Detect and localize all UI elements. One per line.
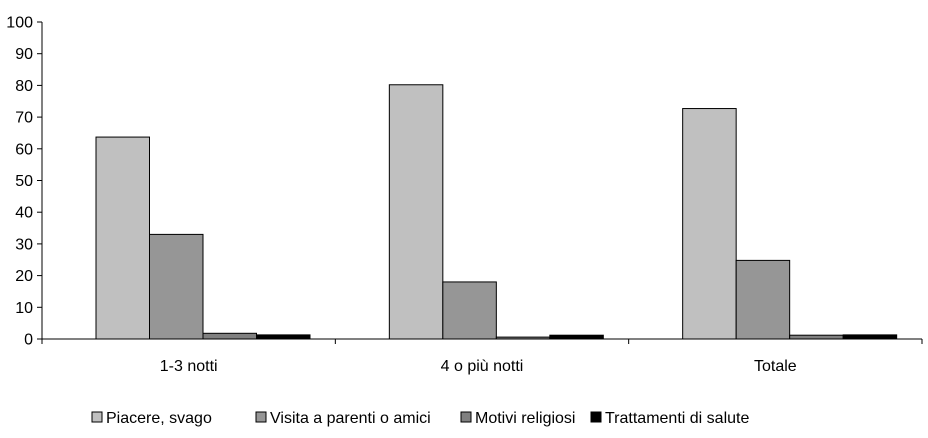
bar-piacere-svago xyxy=(682,108,737,340)
plot-area xyxy=(95,84,898,340)
bar-visita-a-parenti-o-amici xyxy=(735,259,791,340)
bar-piacere-svago xyxy=(95,136,150,340)
legend-label: Visita a parenti o amici xyxy=(270,410,431,427)
legend-swatch xyxy=(460,411,472,423)
y-tick-label: 50 xyxy=(15,173,33,190)
legend-label: Motivi religiosi xyxy=(475,410,575,427)
bar-trattamenti-di-salute xyxy=(842,334,898,340)
bar-piacere-svago xyxy=(388,84,444,340)
y-tick-label: 60 xyxy=(15,141,33,158)
bar-visita-a-parenti-o-amici xyxy=(442,281,497,340)
y-tick-label: 90 xyxy=(15,46,33,63)
y-tick-label: 20 xyxy=(15,268,33,285)
legend: Piacere, svago Visita a parenti o amici Mo… xyxy=(91,410,749,427)
y-tick-label: 80 xyxy=(15,78,33,95)
legend-label: Trattamenti di salute xyxy=(605,410,749,427)
legend-swatch xyxy=(255,411,267,423)
bar-trattamenti-di-salute xyxy=(256,334,311,340)
bar-visita-a-parenti-o-amici xyxy=(149,233,204,340)
y-tick-label: 40 xyxy=(15,205,33,222)
x-category-label: 4 o più notti xyxy=(441,358,524,375)
legend-swatch xyxy=(91,411,103,423)
legend-label: Piacere, svago xyxy=(106,410,212,427)
y-tick-label: 10 xyxy=(15,300,33,317)
x-category-label: Totale xyxy=(754,358,797,375)
bar-motivi-religiosi xyxy=(202,332,257,340)
x-category-label: 1-3 notti xyxy=(160,358,218,375)
y-tick-label: 30 xyxy=(15,236,33,253)
bar-motivi-religiosi xyxy=(789,334,844,340)
bar-trattamenti-di-salute xyxy=(549,334,604,340)
axes: 0 10 20 30 40 50 60 70 80 90 100 1-3 notti 4 o più n… xyxy=(6,15,923,375)
y-tick-label: 100 xyxy=(6,15,33,32)
y-tick-label: 70 xyxy=(15,110,33,127)
y-tick-label: 0 xyxy=(24,332,33,349)
legend-swatch xyxy=(590,411,602,423)
